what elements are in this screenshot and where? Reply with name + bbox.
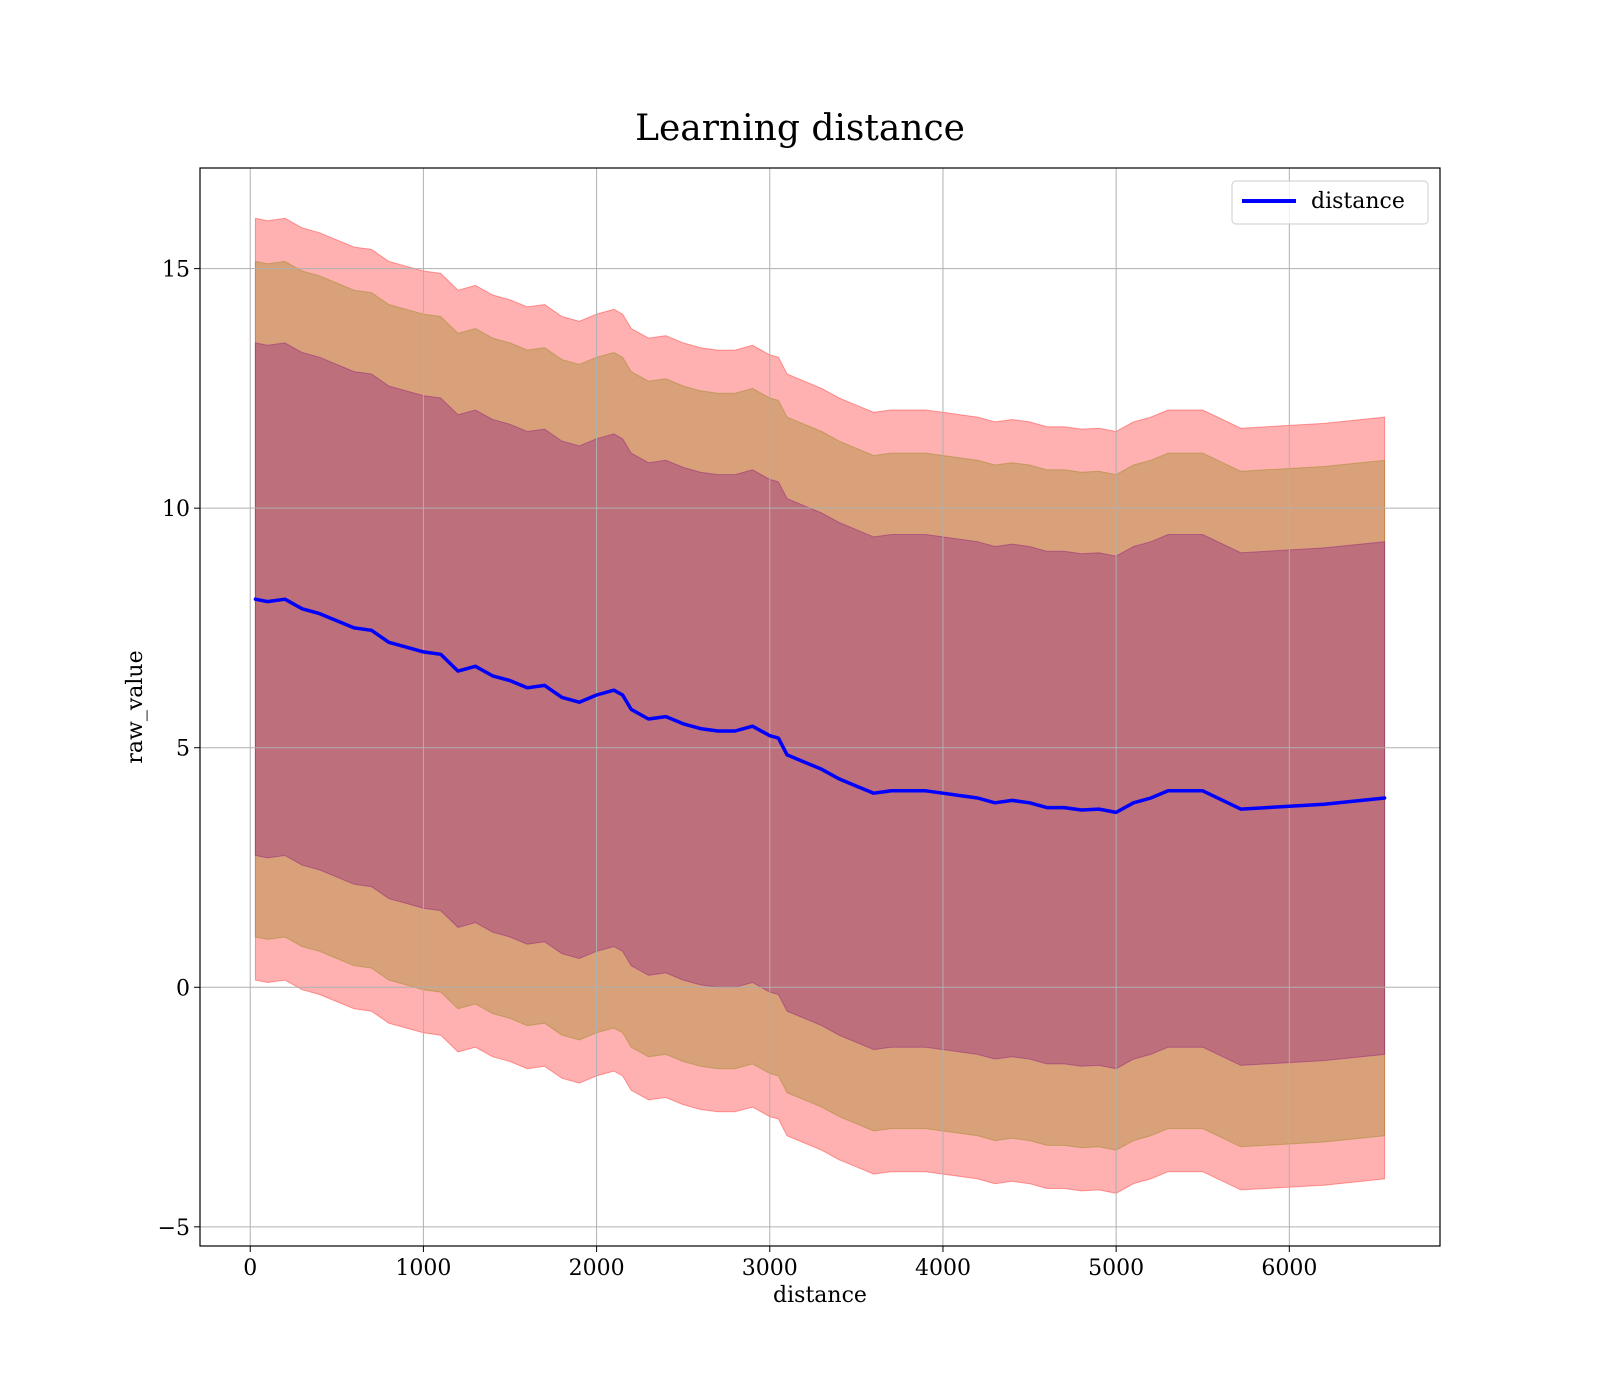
y-axis-ticks: −5 0 5 10 15 — [158, 258, 200, 1241]
legend-box — [1231, 180, 1429, 225]
plot-background — [200, 168, 1440, 1246]
plot-frame — [199, 167, 1441, 1247]
confidence-bands — [254, 217, 1386, 1194]
grid — [200, 168, 1440, 1246]
x-axis-label: distance — [773, 1283, 867, 1308]
x-tick-label: 5000 — [1088, 1256, 1144, 1281]
y-tick-label: 15 — [162, 258, 190, 283]
chart-title: Learning distance — [635, 108, 965, 149]
x-tick-label: 3000 — [742, 1256, 798, 1281]
y-axis-label: raw_value — [123, 650, 148, 763]
x-tick-label: 0 — [243, 1256, 257, 1281]
y-tick-label: 10 — [162, 497, 190, 522]
x-tick-label: 4000 — [915, 1256, 971, 1281]
legend-label-distance: distance — [1311, 189, 1405, 214]
y-tick-label: 0 — [176, 976, 190, 1001]
x-tick-label: 6000 — [1261, 1256, 1317, 1281]
legend: distance — [1231, 180, 1429, 225]
y-tick-label: 5 — [176, 737, 190, 762]
series-line-distance — [253, 597, 1387, 815]
y-tick-label: −5 — [158, 1216, 190, 1241]
plot-area — [199, 167, 1441, 1247]
x-tick-label: 2000 — [569, 1256, 625, 1281]
x-axis-ticks: 0 1000 2000 3000 4000 5000 6000 — [243, 1246, 1317, 1281]
x-tick-label: 1000 — [395, 1256, 451, 1281]
series-lines — [253, 597, 1387, 815]
